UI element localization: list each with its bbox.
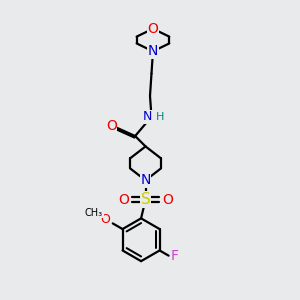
Text: S: S (141, 192, 150, 207)
Text: O: O (100, 213, 110, 226)
Text: N: N (140, 173, 151, 187)
Text: O: O (162, 193, 173, 207)
Text: O: O (148, 22, 158, 36)
Text: N: N (143, 110, 153, 123)
Text: H: H (156, 112, 165, 122)
Text: O: O (118, 193, 129, 207)
Text: N: N (148, 44, 158, 58)
Text: F: F (171, 249, 178, 263)
Text: CH₃: CH₃ (85, 208, 103, 218)
Text: O: O (106, 119, 117, 133)
